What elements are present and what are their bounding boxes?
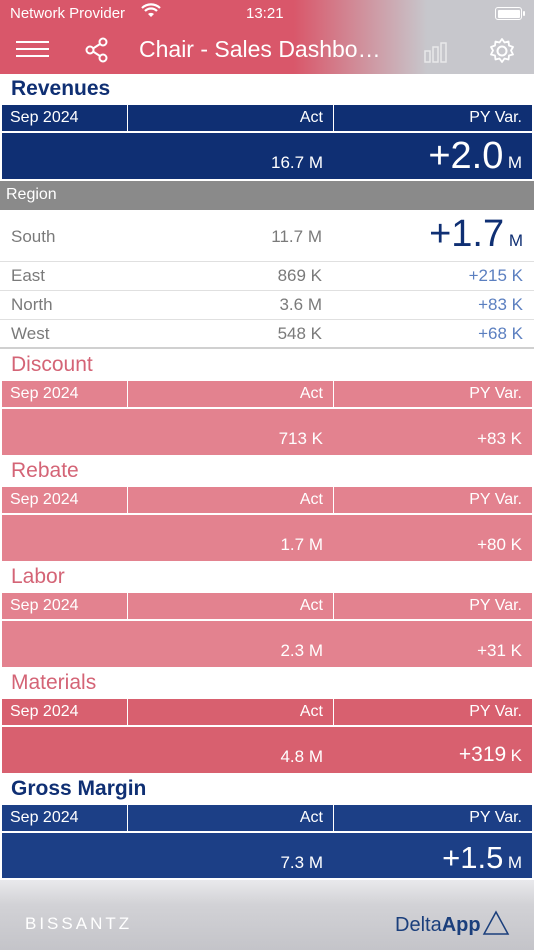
share-icon[interactable] [84,37,110,68]
battery-icon [495,7,525,20]
region-row-east[interactable]: East 869 K +215 K [0,262,534,291]
discount-values[interactable]: 713 K +83 K [2,409,532,455]
column-divider [127,699,128,725]
region-row-north[interactable]: North 3.6 M +83 K [0,291,534,320]
nav-bar: Chair - Sales Dashbo… [0,28,534,74]
py-var-column-label: PY Var. [469,491,522,508]
revenues-title: Revenues [11,77,111,100]
act-value: 2.3 M [280,641,323,660]
region-var: +68 K [478,324,523,343]
column-divider [127,805,128,831]
bissantz-logo: BISSANTZ [25,914,133,933]
hamburger-menu-icon[interactable] [16,41,49,62]
revenues-header[interactable]: Sep 2024 Act PY Var. [2,105,532,131]
act-column-label: Act [299,809,323,826]
column-divider [127,487,128,513]
region-row-south[interactable]: South 11.7 M +1.7 M [0,211,534,262]
settings-gear-icon[interactable] [488,37,516,70]
gross-margin-header[interactable]: Sep 2024 Act PY Var. [2,805,532,831]
wifi-icon [141,3,161,23]
region-act: 3.6 M [279,295,322,314]
labor-title: Labor [11,565,65,588]
region-act: 548 K [277,324,322,343]
region-name: East [11,266,46,285]
carrier-label: Network Provider [10,5,126,22]
column-divider [127,105,128,131]
page-title: Chair - Sales Dashbo… [139,36,381,62]
region-name: South [11,227,56,246]
labor-values[interactable]: 2.3 M +31 K [2,621,532,667]
gross-margin-values[interactable]: 7.3 M +1.5 M [2,833,532,878]
gross-margin-title: Gross Margin [11,777,147,800]
region-act: 869 K [277,266,322,285]
column-divider [127,593,128,619]
act-column-label: Act [299,385,323,402]
revenues-values[interactable]: 16.7 M +2.0 M [2,133,532,179]
footer: BISSANTZ DeltaApp [0,880,534,950]
region-var: +1.7 M [429,213,523,255]
column-divider [333,381,334,407]
act-column-label: Act [299,109,323,126]
act-column-label: Act [299,703,323,720]
deltaapp-logo: DeltaApp [395,914,481,936]
column-divider [333,805,334,831]
py-var-column-label: PY Var. [469,109,522,126]
labor-header[interactable]: Sep 2024 Act PY Var. [2,593,532,619]
act-value: 4.8 M [280,747,323,766]
period-label: Sep 2024 [10,491,79,508]
materials-header[interactable]: Sep 2024 Act PY Var. [2,699,532,725]
chart-icon[interactable] [423,41,451,68]
rebate-header[interactable]: Sep 2024 Act PY Var. [2,487,532,513]
materials-values[interactable]: 4.8 M +319 K [2,727,532,773]
rebate-values[interactable]: 1.7 M +80 K [2,515,532,561]
py-var-column-label: PY Var. [469,385,522,402]
py-var-value: +80 K [477,535,522,554]
rebate-title: Rebate [11,459,79,482]
py-var-value: +319 K [458,743,522,766]
column-divider [333,699,334,725]
py-var-value: +83 K [477,429,522,448]
region-act: 11.7 M [271,227,322,246]
py-var-column-label: PY Var. [469,809,522,826]
discount-header[interactable]: Sep 2024 Act PY Var. [2,381,532,407]
period-label: Sep 2024 [10,109,79,126]
materials-title: Materials [11,671,97,694]
region-var: +83 K [478,295,523,314]
column-divider [333,105,334,131]
delta-triangle-icon [482,910,510,941]
column-divider [127,381,128,407]
py-var-value: +31 K [477,641,522,660]
period-label: Sep 2024 [10,385,79,402]
region-header: Region [0,181,534,210]
period-label: Sep 2024 [10,703,79,720]
clock: 13:21 [246,5,284,22]
act-value: 16.7 M [271,153,323,172]
region-name: North [11,295,53,314]
column-divider [333,593,334,619]
discount-title: Discount [11,353,93,376]
status-bar: Network Provider 13:21 [0,0,534,28]
act-value: 713 K [278,429,323,448]
py-var-column-label: PY Var. [469,703,522,720]
act-column-label: Act [299,491,323,508]
py-var-column-label: PY Var. [469,597,522,614]
py-var-value: +2.0 M [428,135,522,177]
py-var-value: +1.5 M [442,840,522,875]
period-label: Sep 2024 [10,809,79,826]
period-label: Sep 2024 [10,597,79,614]
region-row-west[interactable]: West 548 K +68 K [0,320,534,349]
act-column-label: Act [299,597,323,614]
region-var: +215 K [468,266,523,285]
act-value: 7.3 M [280,853,323,872]
act-value: 1.7 M [280,535,323,554]
column-divider [333,487,334,513]
region-name: West [11,324,50,343]
